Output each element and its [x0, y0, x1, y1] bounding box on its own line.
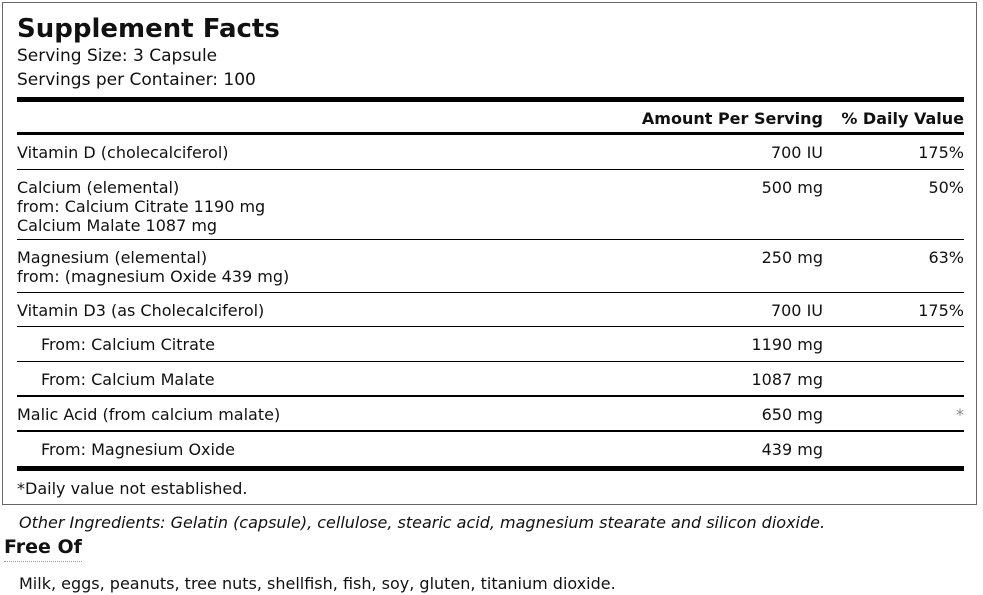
amount-per-serving: 439 mg [761, 440, 823, 459]
nutrient-row: Malic Acid (from calcium malate) 650 mg * [17, 397, 964, 432]
row-divider [17, 395, 964, 397]
amount-per-serving: 500 mg [761, 178, 823, 197]
nutrient-row: From: Calcium Malate 1087 mg [17, 362, 964, 397]
nutrient-row: From: Magnesium Oxide 439 mg [17, 432, 964, 466]
row-divider [17, 326, 964, 327]
daily-value: 175% [918, 143, 964, 162]
nutrient-name-line: Calcium Malate 1087 mg [17, 216, 218, 235]
nutrient-name: Malic Acid (from calcium malate) [17, 405, 280, 424]
nutrient-name-line: Vitamin D3 (as Cholecalciferol) [17, 301, 265, 320]
nutrient-name-line: from: Calcium Citrate 1190 mg [17, 197, 266, 216]
nutrient-name-line: Malic Acid (from calcium malate) [17, 405, 281, 424]
panel-title: Supplement Facts [17, 14, 280, 44]
nutrient-name-line: From: Magnesium Oxide [41, 440, 235, 459]
amount-per-serving: 1190 mg [751, 335, 823, 354]
supplement-facts-panel: Supplement Facts Serving Size: 3 Capsule… [2, 2, 977, 505]
free-of-list: Milk, eggs, peanuts, tree nuts, shellfis… [19, 574, 616, 593]
free-of-heading: Free Of [4, 536, 82, 562]
nutrient-row: Vitamin D (cholecalciferol) 700 IU 175% [17, 135, 964, 170]
footnote: *Daily value not established. [17, 479, 248, 498]
servings-per-container: Servings per Container: 100 [17, 70, 256, 90]
daily-value: 50% [928, 178, 964, 197]
nutrient-row: Calcium (elemental) from: Calcium Citrate… [17, 170, 964, 240]
thick-divider [17, 466, 964, 471]
nutrient-name-line: From: Calcium Malate [41, 370, 215, 389]
nutrient-row: Magnesium (elemental) from: (magnesium Ox… [17, 240, 964, 293]
daily-value: 63% [928, 248, 964, 267]
nutrient-name-line: Calcium (elemental) [17, 178, 180, 197]
nutrient-row: From: Calcium Citrate 1190 mg [17, 327, 964, 362]
serving-size: Serving Size: 3 Capsule [17, 46, 218, 66]
header-divider [17, 132, 964, 135]
nutrient-name: Vitamin D3 (as Cholecalciferol) [17, 301, 264, 320]
amount-per-serving: 250 mg [761, 248, 823, 267]
nutrient-row: Vitamin D3 (as Cholecalciferol) 700 IU 175… [17, 293, 964, 327]
nutrient-name: Vitamin D (cholecalciferol) [17, 143, 229, 162]
nutrient-name: Calcium (elemental) from: Calcium Citrate… [17, 178, 265, 235]
row-divider [17, 361, 964, 362]
row-divider [17, 292, 964, 293]
other-ingredients: Other Ingredients: Gelatin (capsule), ce… [19, 513, 826, 532]
daily-value: 175% [918, 301, 964, 320]
amount-per-serving: 650 mg [761, 405, 823, 424]
nutrient-name: Magnesium (elemental) from: (magnesium Ox… [17, 248, 289, 286]
row-divider [17, 430, 964, 432]
thick-divider [17, 97, 964, 102]
nutrient-name-line: From: Calcium Citrate [41, 335, 215, 354]
nutrient-name-line: Magnesium (elemental) [17, 248, 208, 267]
nutrient-name-line: Vitamin D (cholecalciferol) [17, 143, 229, 162]
amount-per-serving: 700 IU [770, 143, 823, 162]
row-divider [17, 239, 964, 240]
daily-value: * [956, 405, 964, 424]
amount-header: Amount Per Serving [641, 109, 823, 128]
nutrient-name: From: Calcium Malate [41, 370, 215, 389]
dv-header: % Daily Value [841, 109, 964, 128]
amount-per-serving: 1087 mg [751, 370, 823, 389]
nutrient-name: From: Calcium Citrate [41, 335, 215, 354]
amount-per-serving: 700 IU [770, 301, 823, 320]
nutrient-name: From: Magnesium Oxide [41, 440, 235, 459]
row-divider [17, 169, 964, 170]
nutrient-name-line: from: (magnesium Oxide 439 mg) [17, 267, 290, 286]
